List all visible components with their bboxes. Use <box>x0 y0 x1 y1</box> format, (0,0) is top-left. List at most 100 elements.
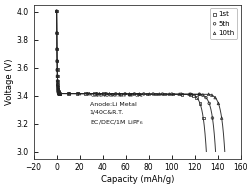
1st <box>92 92 96 95</box>
1st <box>110 92 114 95</box>
5th <box>150 92 154 95</box>
10th <box>77 92 81 95</box>
5th <box>55 74 59 77</box>
10th <box>57 92 61 95</box>
5th <box>94 92 99 95</box>
1st <box>55 31 59 34</box>
1st <box>197 102 201 105</box>
5th <box>57 92 61 95</box>
Y-axis label: Voltage (V): Voltage (V) <box>5 58 14 105</box>
10th <box>176 93 180 96</box>
10th <box>55 74 59 77</box>
10th <box>54 10 58 13</box>
5th <box>160 93 164 96</box>
10th <box>196 93 200 96</box>
10th <box>127 92 131 95</box>
1st <box>56 89 60 92</box>
5th <box>56 89 60 92</box>
1st <box>57 92 61 95</box>
1st <box>57 92 61 95</box>
10th <box>206 93 210 96</box>
X-axis label: Capacity (mAh/g): Capacity (mAh/g) <box>100 175 173 184</box>
10th <box>55 47 59 50</box>
1st <box>66 92 70 95</box>
5th <box>85 92 89 95</box>
10th <box>57 92 61 95</box>
10th <box>55 79 59 82</box>
1st <box>56 91 60 94</box>
10th <box>137 92 141 95</box>
10th <box>56 85 60 88</box>
Text: Cathode:LiFePO$_4$
Anode:Li Metal
1/40C&R.T.
EC/DEC/1M LiPF$_6$: Cathode:LiFePO$_4$ Anode:Li Metal 1/40C&… <box>89 91 143 127</box>
1st <box>187 93 192 96</box>
5th <box>169 93 173 96</box>
1st <box>54 10 58 13</box>
10th <box>57 92 61 95</box>
5th <box>203 96 207 99</box>
5th <box>67 92 71 95</box>
5th <box>122 92 127 95</box>
1st <box>194 96 198 99</box>
5th <box>56 87 60 90</box>
5th <box>57 92 61 95</box>
1st <box>55 47 59 50</box>
1st <box>57 92 61 95</box>
5th <box>57 92 61 95</box>
1st <box>55 68 59 71</box>
10th <box>107 92 111 95</box>
10th <box>56 91 60 94</box>
5th <box>56 90 60 93</box>
1st <box>75 92 79 95</box>
5th <box>178 93 182 96</box>
5th <box>200 94 204 97</box>
10th <box>147 92 151 95</box>
1st <box>55 83 59 86</box>
1st <box>179 93 183 96</box>
10th <box>55 31 59 34</box>
10th <box>212 96 216 99</box>
10th <box>87 92 91 95</box>
10th <box>56 87 60 90</box>
10th <box>57 92 61 95</box>
5th <box>132 92 136 95</box>
1st <box>57 92 61 95</box>
1st <box>118 92 122 95</box>
5th <box>104 92 108 95</box>
1st <box>101 92 105 95</box>
5th <box>56 91 60 94</box>
1st <box>191 94 195 97</box>
10th <box>55 68 59 71</box>
5th <box>56 91 60 94</box>
1st <box>56 87 60 90</box>
1st <box>56 85 60 88</box>
5th <box>188 93 192 96</box>
10th <box>215 102 219 105</box>
10th <box>57 92 61 95</box>
10th <box>167 93 171 96</box>
5th <box>55 83 59 86</box>
5th <box>113 92 117 95</box>
5th <box>57 92 61 95</box>
10th <box>219 116 223 119</box>
10th <box>55 59 59 62</box>
5th <box>57 92 61 95</box>
10th <box>55 83 59 86</box>
Legend: 1st, 5th, 10th: 1st, 5th, 10th <box>209 8 236 39</box>
5th <box>54 10 58 13</box>
1st <box>127 92 131 95</box>
10th <box>209 94 213 97</box>
1st <box>200 116 204 119</box>
10th <box>117 92 121 95</box>
1st <box>170 93 174 96</box>
10th <box>57 92 61 95</box>
1st <box>56 91 60 94</box>
1st <box>55 74 59 77</box>
5th <box>76 92 80 95</box>
10th <box>157 92 161 95</box>
10th <box>56 91 60 94</box>
5th <box>197 93 201 96</box>
5th <box>55 59 59 62</box>
10th <box>186 93 191 96</box>
5th <box>55 31 59 34</box>
10th <box>67 92 71 95</box>
